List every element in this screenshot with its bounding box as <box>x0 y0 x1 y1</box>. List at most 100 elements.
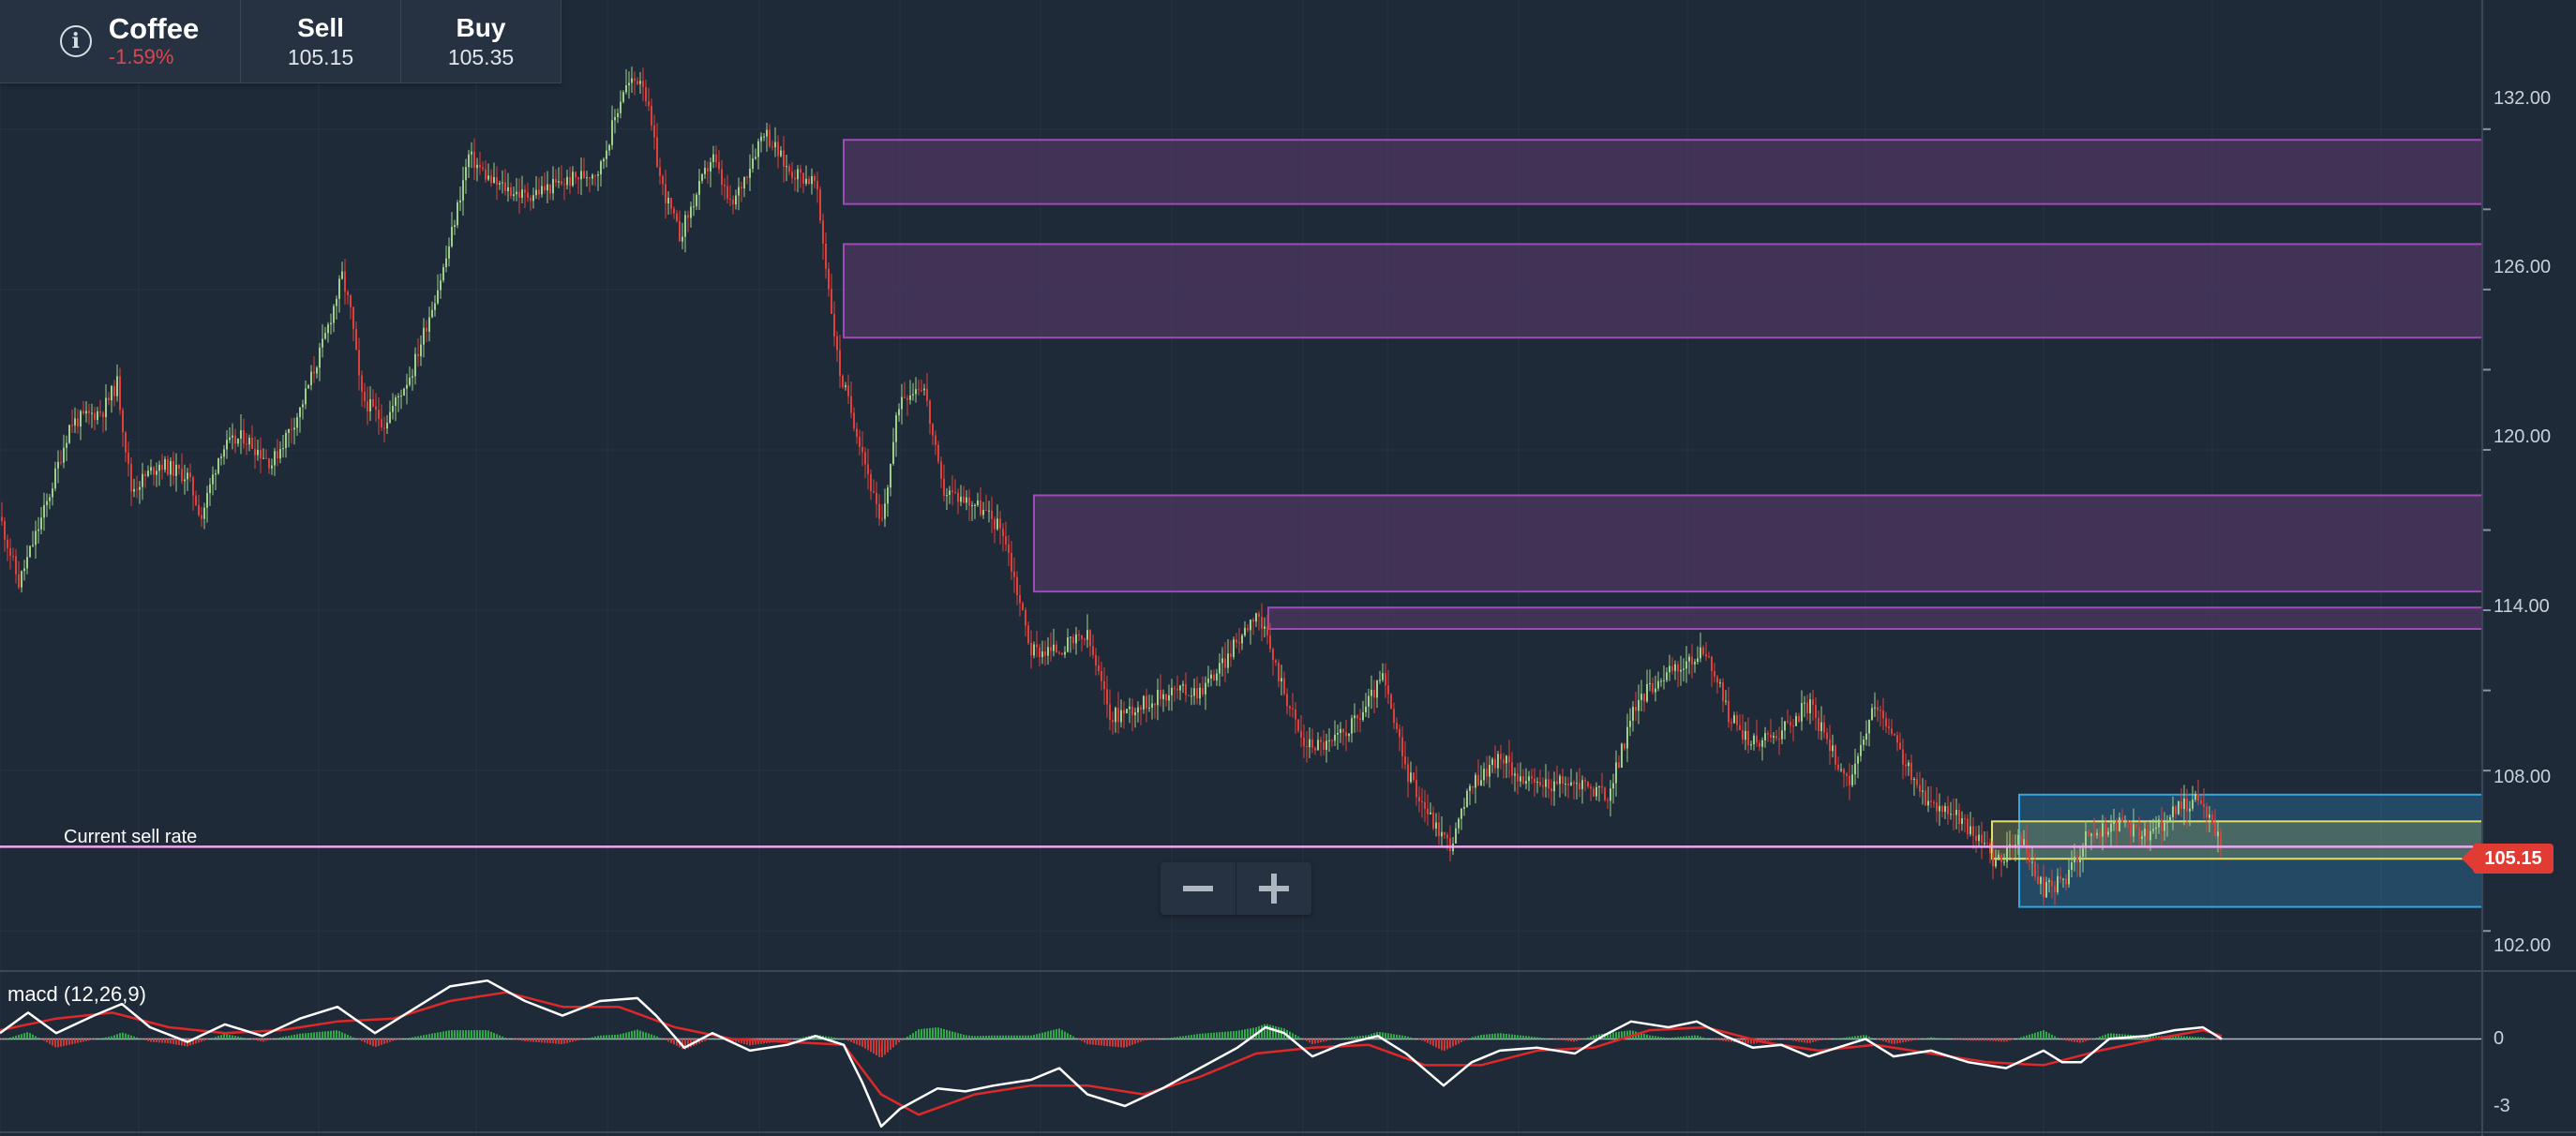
candle <box>912 394 914 396</box>
candle <box>1981 834 1983 844</box>
candle <box>1328 740 1330 741</box>
candle <box>426 327 427 332</box>
candle <box>2017 834 2019 845</box>
candle <box>1919 785 1921 792</box>
candle <box>327 324 329 334</box>
candle <box>428 317 430 332</box>
candle <box>1581 780 1583 790</box>
candle <box>535 189 537 196</box>
candle <box>1314 747 1316 751</box>
candle <box>2121 817 2123 823</box>
zoom-out-button[interactable] <box>1161 862 1236 915</box>
candle <box>2169 816 2171 821</box>
candle <box>212 474 214 485</box>
candle <box>133 488 135 492</box>
buy-button[interactable]: Buy 105.35 <box>401 0 561 82</box>
candle <box>2217 831 2219 837</box>
candle <box>1044 651 1046 656</box>
candle <box>26 557 28 569</box>
candle <box>18 574 20 588</box>
candle <box>988 510 990 512</box>
candle <box>350 294 352 307</box>
candle <box>620 101 622 113</box>
candle <box>1292 708 1294 710</box>
candle <box>1106 689 1108 705</box>
candle <box>1770 734 1772 738</box>
candle <box>662 175 664 185</box>
candle <box>2172 806 2174 817</box>
candle <box>1247 627 1249 631</box>
candle <box>1820 722 1822 732</box>
candle <box>1399 728 1400 738</box>
candle <box>1250 620 1251 631</box>
instrument-cell[interactable]: i Coffee -1.59% <box>0 0 241 82</box>
candle <box>1460 808 1462 819</box>
candle <box>1351 718 1353 734</box>
candle <box>1615 762 1617 784</box>
candle <box>1969 826 1971 835</box>
candle <box>1508 755 1510 763</box>
candle <box>1137 707 1139 713</box>
candle <box>1385 673 1386 686</box>
candle <box>1854 763 1856 775</box>
candle <box>681 236 683 242</box>
candle <box>288 428 290 433</box>
candle <box>1193 688 1195 696</box>
candle <box>1171 687 1173 695</box>
candle <box>1033 644 1035 656</box>
candle <box>7 539 8 548</box>
candle <box>743 176 745 188</box>
candle <box>2206 806 2208 818</box>
candle <box>1438 822 1440 837</box>
candle <box>704 168 706 174</box>
candle <box>451 227 453 247</box>
candle <box>1162 694 1164 699</box>
zoom-in-button[interactable] <box>1236 862 1311 915</box>
candle <box>1955 810 1957 815</box>
candle <box>150 467 152 471</box>
sell-button[interactable]: Sell 105.15 <box>241 0 401 82</box>
candle <box>1708 656 1710 658</box>
candle <box>2194 794 2196 800</box>
candles-layer <box>1 67 2222 906</box>
candle <box>1345 732 1347 737</box>
candle <box>203 507 205 519</box>
candle <box>243 430 245 444</box>
candle <box>119 376 121 411</box>
candle <box>510 187 512 196</box>
candle <box>1573 782 1575 785</box>
candle <box>341 271 343 279</box>
candle <box>822 220 824 245</box>
candle <box>195 495 197 505</box>
candle <box>1 516 3 521</box>
candle <box>729 198 731 200</box>
candle <box>1098 665 1100 671</box>
candle <box>1826 732 1828 740</box>
candle <box>1494 758 1496 769</box>
candle <box>412 376 413 378</box>
candle <box>142 473 143 487</box>
candle <box>2048 880 2050 882</box>
candle <box>1241 635 1243 644</box>
candle <box>82 411 84 414</box>
candle <box>1382 673 1384 680</box>
candle <box>1849 775 1850 785</box>
candle <box>749 168 751 178</box>
candle <box>37 529 39 531</box>
candle <box>1278 662 1280 681</box>
candle <box>808 178 810 185</box>
candle <box>1444 831 1445 835</box>
candle <box>229 437 231 441</box>
candle <box>957 492 959 502</box>
candle <box>397 396 399 398</box>
candle <box>2141 836 2143 839</box>
candle <box>1117 708 1119 723</box>
candle <box>358 350 360 376</box>
candle <box>1725 700 1727 702</box>
candle <box>1775 736 1777 740</box>
candle <box>1168 695 1170 701</box>
candle <box>201 515 202 519</box>
candle <box>198 504 200 516</box>
info-icon[interactable]: i <box>59 25 92 57</box>
